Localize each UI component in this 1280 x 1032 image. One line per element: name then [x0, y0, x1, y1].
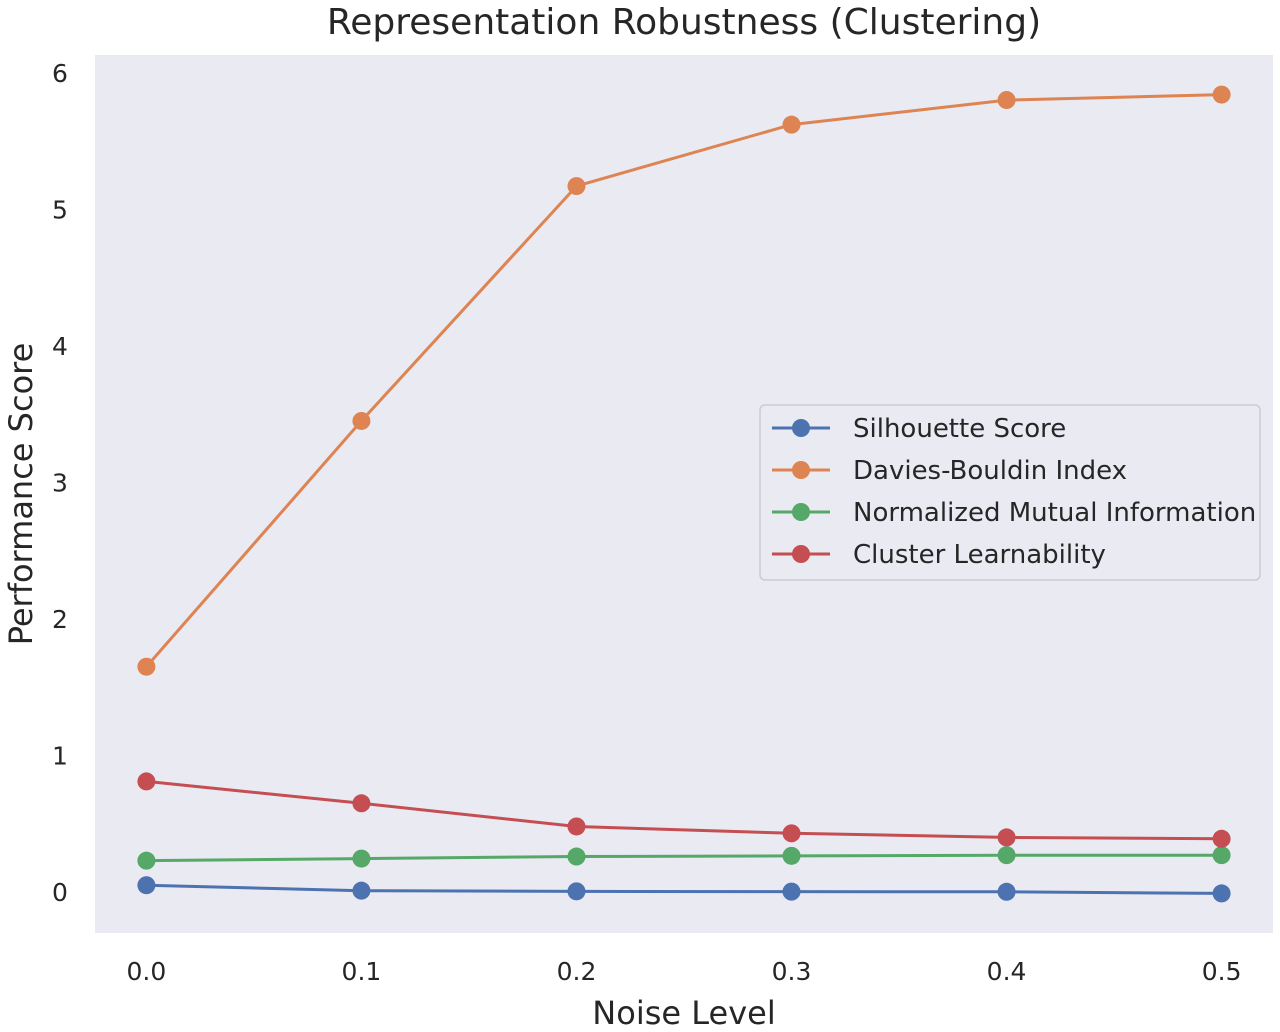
x-tick-label: 0.2	[557, 957, 597, 986]
y-tick-label: 6	[52, 59, 68, 88]
data-point	[137, 772, 156, 791]
legend-item: Davies-Bouldin Index	[772, 456, 1127, 486]
data-point	[1212, 829, 1231, 848]
y-tick-label: 5	[52, 195, 68, 224]
data-point	[352, 881, 371, 900]
x-tick-label: 0.1	[342, 957, 382, 986]
series-line-2	[146, 853, 1222, 863]
y-tick-label: 2	[52, 605, 68, 634]
data-point	[782, 846, 801, 865]
data-point	[782, 824, 801, 843]
series-layer	[137, 85, 1231, 903]
series-2	[137, 846, 1231, 870]
x-tick-label: 0.3	[772, 957, 812, 986]
data-point	[997, 91, 1016, 110]
series-line-1	[145, 93, 1222, 668]
x-tick-label: 0.0	[127, 957, 167, 986]
data-point	[1212, 846, 1231, 865]
data-point	[782, 882, 801, 901]
data-point	[567, 882, 586, 901]
legend-items: Silhouette Score Davies-Bouldin Index Norm…	[772, 414, 1256, 570]
data-point	[997, 846, 1016, 865]
y-tick-label: 4	[52, 332, 68, 361]
legend-item: Silhouette Score	[772, 414, 1066, 444]
data-point	[352, 849, 371, 868]
series-1	[137, 85, 1231, 676]
legend-item: Normalized Mutual Information	[772, 498, 1256, 528]
y-axis-ticks: 0 1 2 3 4 5 6	[52, 59, 68, 907]
series-3	[137, 772, 1231, 848]
legend-swatch-marker	[792, 545, 810, 563]
legend: Silhouette Score Davies-Bouldin Index Norm…	[759, 404, 1261, 581]
legend-label: Silhouette Score	[853, 414, 1066, 444]
x-tick-label: 0.5	[1202, 957, 1242, 986]
legend-box	[759, 404, 1261, 581]
series-line-3	[146, 779, 1222, 841]
data-point	[997, 882, 1016, 901]
y-tick-label: 0	[52, 878, 68, 907]
chart-title: Representation Robustness (Clustering)	[327, 2, 1041, 43]
x-axis-ticks: 0.0 0.1 0.2 0.3 0.4 0.5	[127, 957, 1242, 986]
legend-swatch-marker	[792, 503, 810, 521]
legend-label: Normalized Mutual Information	[853, 498, 1256, 528]
y-tick-label: 3	[52, 468, 68, 497]
data-point	[352, 411, 371, 430]
series-0	[137, 876, 1231, 903]
data-point	[1212, 884, 1231, 903]
data-point	[137, 851, 156, 870]
legend-swatch-marker	[792, 419, 810, 437]
data-point	[567, 817, 586, 836]
data-point	[782, 115, 801, 134]
series-line-0	[146, 883, 1222, 895]
x-tick-label: 0.4	[987, 957, 1027, 986]
legend-item: Cluster Learnability	[772, 540, 1106, 570]
data-point	[137, 657, 156, 676]
x-axis-label: Noise Level	[592, 994, 775, 1032]
y-tick-label: 1	[52, 741, 68, 770]
data-point	[352, 794, 371, 813]
data-point	[137, 876, 156, 895]
legend-swatch-marker	[792, 461, 810, 479]
data-point	[997, 828, 1016, 847]
legend-label: Davies-Bouldin Index	[853, 456, 1127, 486]
data-point	[567, 177, 586, 196]
legend-label: Cluster Learnability	[853, 540, 1106, 570]
y-axis-label: Performance Score	[2, 343, 40, 646]
data-point	[1212, 85, 1231, 104]
data-point	[567, 847, 586, 866]
